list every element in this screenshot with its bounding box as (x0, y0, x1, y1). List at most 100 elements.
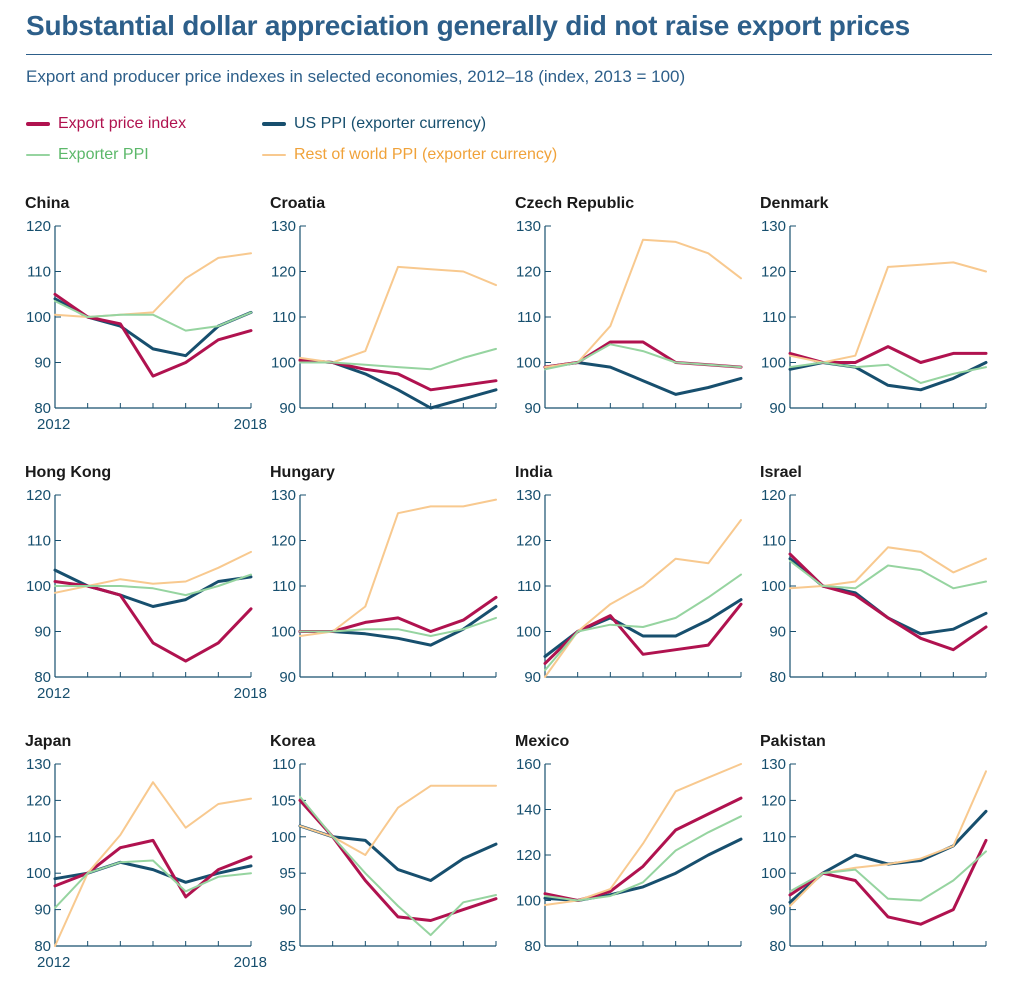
y-tick-label: 100 (516, 355, 541, 372)
series-line-rest-of-world-ppi-exporter-currency (788, 838, 988, 926)
legend-label-us-ppi: US PPI (exporter currency) (294, 115, 487, 132)
series-line-exporter-ppi (543, 361, 743, 396)
series-line-us-ppi-exporter-currency (299, 265, 497, 364)
y-tick-label: 120 (26, 487, 51, 504)
x-tick-label: 2012 (37, 954, 70, 971)
series-line-export-price-index (299, 795, 497, 937)
panel-czech-republic: Czech Republic 90 100 110 120 130 (515, 195, 743, 417)
y-tick-label: 100 (271, 355, 296, 372)
series-line-export-price-index (54, 300, 252, 332)
legend-label-export-price: Export price index (58, 115, 187, 132)
series-line-us-ppi-exporter-currency (54, 781, 252, 947)
legend-item-exporter-ppi: Exporter PPI (26, 146, 149, 164)
y-tick-label: 130 (761, 756, 786, 773)
y-tick-label: 110 (27, 264, 51, 281)
y-tick-label: 80 (769, 938, 786, 955)
panel-title: China (25, 195, 70, 212)
y-tick-label: 100 (761, 355, 786, 372)
series-line-exporter-ppi (543, 598, 743, 658)
y-tick-label: 110 (762, 829, 786, 846)
panel-hong-kong: Hong Kong 80 90 100 110 120 2012 2018 (25, 464, 267, 702)
legend-swatch-export-price (26, 122, 50, 126)
series-line-us-ppi-exporter-currency (299, 784, 497, 856)
legend: Export price index US PPI (exporter curr… (26, 115, 726, 171)
y-tick-label: 120 (516, 264, 541, 281)
y-tick-label: 120 (516, 533, 541, 550)
y-tick-label: 80 (769, 669, 786, 686)
series-line-us-ppi-exporter-currency (299, 498, 497, 637)
y-tick-label: 120 (26, 218, 51, 235)
series-line-exporter-ppi (788, 361, 988, 392)
series-line-exporter-ppi (543, 837, 743, 902)
panel-korea: Korea 85 90 95 100 105 110 (270, 733, 498, 955)
series-line-us-ppi-exporter-currency (544, 238, 742, 369)
y-tick-label: 110 (272, 578, 296, 595)
y-tick-label: 100 (761, 865, 786, 882)
y-tick-label: 130 (271, 487, 296, 504)
y-tick-label: 120 (761, 264, 786, 281)
y-tick-label: 100 (271, 624, 296, 641)
x-tick-label: 2018 (234, 954, 267, 971)
y-tick-label: 90 (279, 400, 296, 417)
y-tick-label: 90 (34, 902, 51, 919)
y-tick-label: 120 (761, 792, 786, 809)
series-line-us-ppi-exporter-currency (544, 763, 742, 906)
series-line-export-price-index (544, 343, 742, 371)
y-tick-label: 90 (769, 624, 786, 641)
y-tick-label: 90 (279, 902, 296, 919)
panel-title: Croatia (270, 195, 325, 212)
y-tick-label: 90 (769, 902, 786, 919)
y-tick-label: 160 (516, 756, 541, 773)
y-tick-label: 80 (34, 669, 51, 686)
panel-title: Japan (25, 733, 71, 750)
legend-label-exporter-ppi: Exporter PPI (58, 146, 149, 163)
y-tick-label: 110 (27, 533, 51, 550)
y-tick-label: 110 (272, 756, 296, 773)
y-tick-label: 90 (279, 669, 296, 686)
series-line-export-price-index (54, 859, 252, 909)
y-tick-label: 100 (26, 578, 51, 595)
y-tick-label: 110 (762, 309, 786, 326)
title-divider (26, 54, 992, 55)
series-line-rest-of-world-ppi-exporter-currency (53, 292, 253, 378)
legend-item-us-ppi: US PPI (exporter currency) (262, 115, 486, 133)
y-tick-label: 90 (34, 355, 51, 372)
y-tick-label: 100 (761, 578, 786, 595)
x-tick-label: 2018 (234, 685, 267, 702)
y-tick-label: 90 (524, 400, 541, 417)
series-line-export-price-index (544, 815, 742, 902)
y-tick-label: 130 (516, 487, 541, 504)
panel-israel: Israel 80 90 100 110 120 (760, 464, 988, 686)
y-tick-label: 100 (271, 829, 296, 846)
y-tick-label: 80 (34, 400, 51, 417)
series-line-rest-of-world-ppi-exporter-currency (298, 358, 498, 392)
panel-croatia: Croatia 90 100 110 120 130 (270, 195, 498, 417)
series-line-rest-of-world-ppi-exporter-currency (53, 580, 253, 663)
series-line-exporter-ppi (53, 297, 253, 358)
series-line-export-price-index (299, 347, 497, 371)
series-line-export-price-index (54, 573, 252, 597)
legend-item-export-price: Export price index (26, 115, 186, 133)
panel-title: Korea (270, 733, 315, 750)
series-line-us-ppi-exporter-currency (789, 770, 987, 907)
y-tick-label: 95 (279, 865, 296, 882)
legend-item-row-ppi: Rest of world PPI (exporter currency) (262, 146, 557, 164)
y-tick-label: 90 (524, 669, 541, 686)
series-line-export-price-index (544, 573, 742, 672)
page-title: Substantial dollar appreciation generall… (26, 10, 910, 41)
panel-hungary: Hungary 90 100 110 120 130 (270, 464, 498, 686)
y-tick-label: 140 (516, 802, 541, 819)
series-line-export-price-index (789, 361, 987, 384)
y-tick-label: 130 (271, 218, 296, 235)
y-tick-label: 110 (27, 829, 51, 846)
series-line-us-ppi-exporter-currency (54, 252, 252, 318)
panel-india: India 90 100 110 120 130 (515, 464, 743, 686)
x-tick-label: 2018 (234, 416, 267, 433)
y-tick-label: 120 (761, 487, 786, 504)
series-line-export-price-index (789, 850, 987, 902)
y-tick-label: 130 (516, 218, 541, 235)
page-subtitle: Export and producer price indexes in sel… (26, 67, 686, 86)
panel-denmark: Denmark 90 100 110 120 130 (760, 195, 988, 417)
panel-title: Mexico (515, 733, 569, 750)
